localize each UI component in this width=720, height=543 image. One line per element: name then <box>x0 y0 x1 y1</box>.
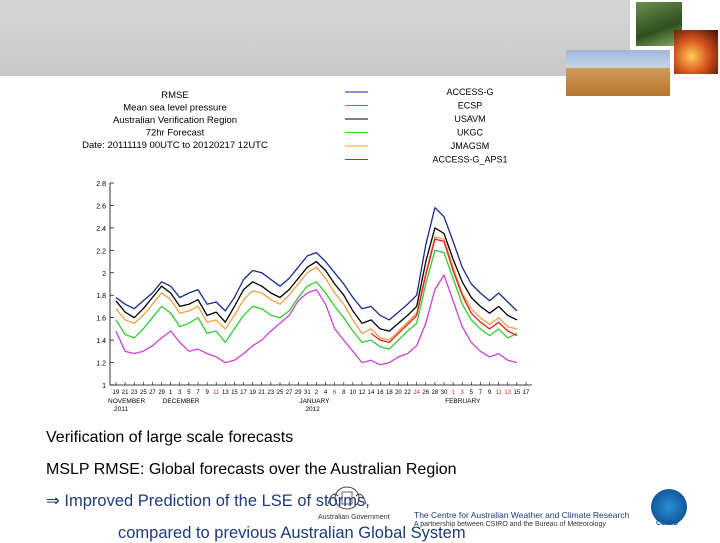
x-tick-label: 4 <box>324 390 328 396</box>
x-tick-label: 15 <box>231 390 238 396</box>
y-tick-label: 1.6 <box>96 316 106 323</box>
x-tick-label: 15 <box>514 390 521 396</box>
month-label: JANUARY <box>299 398 330 405</box>
x-tick-label: 5 <box>187 390 191 396</box>
series-line <box>115 227 518 332</box>
legend-label: ECSP <box>458 101 483 111</box>
x-tick-label: 11 <box>213 390 220 396</box>
x-tick-label: 12 <box>359 390 366 396</box>
y-tick-label: 2.6 <box>96 203 106 210</box>
x-tick-label: 21 <box>122 390 129 396</box>
cawcr-title: The Centre for Australian Weather and Cl… <box>414 510 630 520</box>
chart-title-line: 72hr Forecast <box>146 128 205 139</box>
x-tick-label: 17 <box>523 390 530 396</box>
x-tick-label: 25 <box>140 390 147 396</box>
x-tick-label: 30 <box>441 390 448 396</box>
slide-text-comparison: compared to previous Australian Global S… <box>118 524 466 542</box>
y-tick-label: 1 <box>102 383 106 390</box>
x-tick-label: 29 <box>158 390 165 396</box>
x-tick-label: 14 <box>368 390 375 396</box>
chart-title-line: RMSE <box>161 90 188 101</box>
legend-label: ACCESS-G_APS1 <box>432 155 507 165</box>
legend-label: USAVM <box>454 114 485 124</box>
y-tick-label: 2.2 <box>96 248 106 255</box>
x-tick-label: 16 <box>377 390 384 396</box>
x-tick-label: 27 <box>286 390 293 396</box>
slide-text-improved-prediction: ⇒ Improved Prediction of the LSE of stor… <box>46 492 370 510</box>
legend-label: UKGC <box>457 128 484 138</box>
y-tick-label: 2.8 <box>96 181 106 188</box>
x-tick-label: 24 <box>413 390 420 396</box>
series-line <box>115 274 518 366</box>
wheat-field-photo <box>566 50 670 96</box>
x-tick-label: 13 <box>504 390 511 396</box>
x-tick-label: 29 <box>295 390 302 396</box>
series-line <box>370 238 518 344</box>
y-tick-label: 1.2 <box>96 361 106 368</box>
x-tick-label: 5 <box>470 390 474 396</box>
x-tick-label: 27 <box>149 390 156 396</box>
legend-label: JMAGSM <box>451 141 490 151</box>
header-band <box>0 0 630 76</box>
x-tick-label: 19 <box>113 390 120 396</box>
x-tick-label: 7 <box>196 390 200 396</box>
x-tick-label: 2 <box>315 390 319 396</box>
x-tick-label: 8 <box>342 390 346 396</box>
cawcr-subtitle: A partnership between CSIRO and the Bure… <box>414 521 606 528</box>
australian-government-crest-icon <box>327 486 367 510</box>
series-line <box>115 249 518 350</box>
x-tick-label: 22 <box>404 390 411 396</box>
x-tick-label: 13 <box>222 390 229 396</box>
x-tick-label: 6 <box>333 390 337 396</box>
csiro-logo-icon <box>651 489 687 525</box>
x-tick-label: 1 <box>451 390 455 396</box>
chart-title-line: Australian Verification Region <box>113 115 237 126</box>
x-tick-label: 31 <box>304 390 311 396</box>
x-tick-label: 19 <box>249 390 256 396</box>
x-tick-label: 9 <box>205 390 209 396</box>
y-tick-label: 1.4 <box>96 338 106 345</box>
x-tick-label: 23 <box>131 390 138 396</box>
chart-title-line: Mean sea level pressure <box>123 103 227 114</box>
x-tick-label: 3 <box>461 390 465 396</box>
y-tick-label: 1.8 <box>96 293 106 300</box>
x-tick-label: 28 <box>432 390 439 396</box>
csiro-label: CSIRO <box>656 520 679 527</box>
x-tick-label: 9 <box>488 390 492 396</box>
series-line <box>115 236 518 341</box>
chart-title-line: Date: 20111119 00UTC to 20120217 12UTC <box>82 140 268 151</box>
x-tick-label: 11 <box>496 390 503 396</box>
slide-text-verification: Verification of large scale forecasts <box>46 429 294 446</box>
x-tick-label: 23 <box>268 390 275 396</box>
x-tick-label: 26 <box>422 390 429 396</box>
x-tick-label: 20 <box>395 390 402 396</box>
month-label: NOVEMBER <box>108 398 146 405</box>
x-tick-label: 17 <box>240 390 247 396</box>
year-label: 2012 <box>305 406 320 413</box>
x-tick-label: 18 <box>386 390 393 396</box>
x-tick-label: 3 <box>178 390 182 396</box>
year-label: 2011 <box>114 406 128 413</box>
series-line <box>115 207 518 321</box>
y-tick-label: 2.4 <box>96 226 106 233</box>
australian-government-label: Australian Government <box>318 514 390 521</box>
slide-text-mslp-rmse: MSLP RMSE: Global forecasts over the Aus… <box>46 461 457 478</box>
x-tick-label: 10 <box>350 390 357 396</box>
month-label: DECEMBER <box>163 398 200 405</box>
x-tick-label: 25 <box>277 390 284 396</box>
bushfire-photo <box>674 30 718 74</box>
x-tick-label: 1 <box>169 390 173 396</box>
legend-label: ACCESS-G <box>446 87 493 97</box>
month-label: FEBRUARY <box>445 398 481 405</box>
x-tick-label: 7 <box>479 390 483 396</box>
y-tick-label: 2 <box>102 271 106 278</box>
x-tick-label: 21 <box>258 390 265 396</box>
